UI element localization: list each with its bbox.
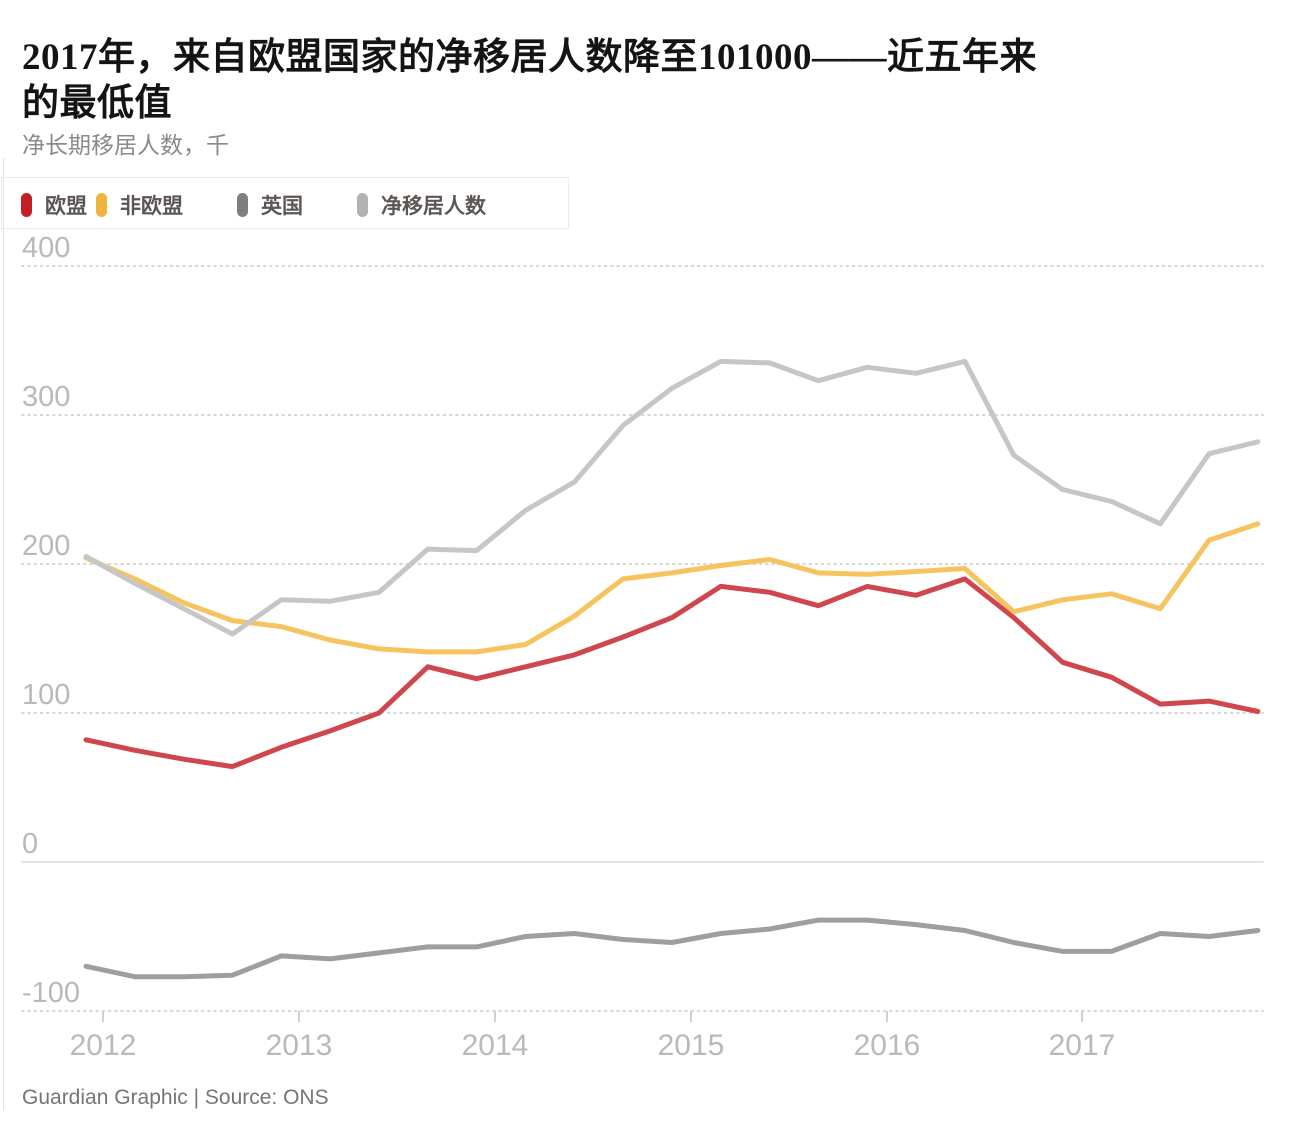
legend-swatch-icon <box>96 193 107 217</box>
x-axis-label-2017: 2017 <box>1049 1029 1116 1062</box>
legend-item-label: 净移居人数 <box>381 194 486 218</box>
legend-item-label: 非欧盟 <box>120 194 183 218</box>
legend-item-2: 英国 <box>237 190 303 220</box>
chart-subtitle: 净长期移居人数，千 <box>22 133 229 158</box>
x-axis-label-2013: 2013 <box>266 1029 333 1062</box>
line-uk <box>83 917 1261 980</box>
y-axis-label-100: 100 <box>22 679 70 711</box>
page-edge-divider <box>3 158 4 1110</box>
line-net-migration <box>83 358 1261 637</box>
x-axis-label-2014: 2014 <box>462 1029 529 1062</box>
legend-swatch-icon <box>237 193 248 217</box>
chart-title-line1: 2017年，来自欧盟国家的净移居人数降至101000——近五年来 <box>22 36 1037 78</box>
legend-item-1: 非欧盟 <box>96 190 183 220</box>
y-axis-label-200: 200 <box>22 530 70 562</box>
y-axis-label-400: 400 <box>22 232 70 264</box>
x-axis-label-2015: 2015 <box>658 1029 725 1062</box>
legend-item-label: 欧盟 <box>45 194 87 218</box>
legend: 欧盟 非欧盟 英国 净移居人数 <box>1 177 569 229</box>
line-eu <box>83 576 1261 770</box>
source-credit: Guardian Graphic | Source: ONS <box>22 1086 329 1109</box>
y-axis-label--100: -100 <box>22 977 80 1009</box>
chart-title: 2017年，来自欧盟国家的净移居人数降至101000——近五年来 的最低值 <box>22 35 1262 128</box>
line-non-eu <box>83 521 1261 655</box>
y-axis-label-0: 0 <box>22 828 38 860</box>
x-axis-label-2012: 2012 <box>70 1029 137 1062</box>
legend-item-label: 英国 <box>261 194 303 218</box>
legend-item-0: 欧盟 <box>21 190 87 220</box>
y-axis-label-300: 300 <box>22 381 70 413</box>
legend-swatch-icon <box>21 193 32 217</box>
x-axis-label-2016: 2016 <box>854 1029 921 1062</box>
legend-swatch-icon <box>357 193 368 217</box>
legend-item-3: 净移居人数 <box>357 190 486 220</box>
chart-title-line2: 的最低值 <box>22 83 172 125</box>
